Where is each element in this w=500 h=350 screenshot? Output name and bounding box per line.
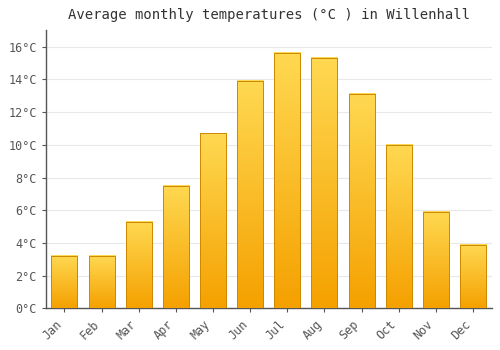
Bar xyxy=(423,212,449,308)
Bar xyxy=(237,81,263,308)
Bar xyxy=(348,94,374,308)
Bar xyxy=(52,256,78,308)
Bar xyxy=(88,256,115,308)
Bar xyxy=(460,245,486,308)
Bar xyxy=(312,58,338,308)
Title: Average monthly temperatures (°C ) in Willenhall: Average monthly temperatures (°C ) in Wi… xyxy=(68,8,470,22)
Bar xyxy=(274,53,300,308)
Bar xyxy=(163,186,189,308)
Bar xyxy=(386,145,412,308)
Bar xyxy=(200,133,226,308)
Bar xyxy=(126,222,152,308)
